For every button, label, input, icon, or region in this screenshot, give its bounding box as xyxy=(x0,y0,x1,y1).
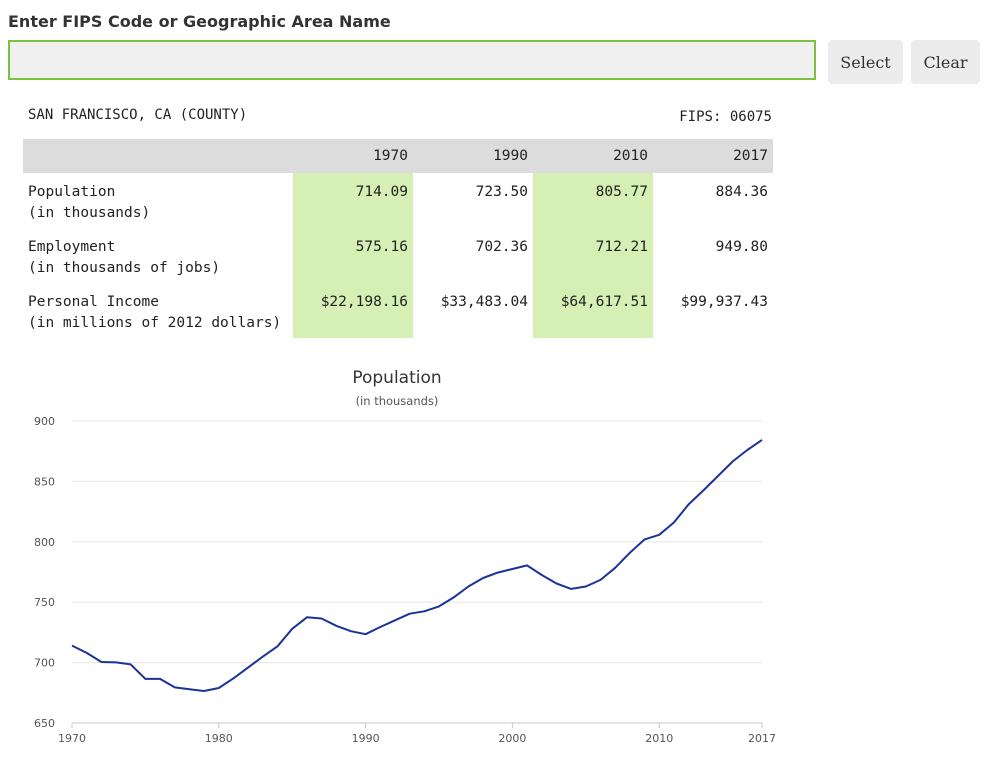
row-label: Population (in thousands) xyxy=(23,173,293,228)
table-row-employment: Employment (in thousands of jobs) 575.16… xyxy=(23,228,773,283)
table-cell: 702.36 xyxy=(475,239,528,255)
x-tick-label: 2017 xyxy=(748,732,776,745)
row-label: Personal Income (in millions of 2012 dol… xyxy=(23,283,293,338)
data-table: 1970 1990 2010 2017 Population (in thous… xyxy=(23,139,773,338)
table-row-income: Personal Income (in millions of 2012 dol… xyxy=(23,283,773,338)
x-tick-label: 2010 xyxy=(645,732,673,745)
y-tick-label: 800 xyxy=(34,536,55,549)
fips-code: 06075 xyxy=(729,109,772,125)
chart-subtitle: (in thousands) xyxy=(356,394,439,408)
y-tick-label: 900 xyxy=(34,415,55,428)
area-name: SAN FRANCISCO, CA (COUNTY) xyxy=(28,107,248,123)
table-cell: 712.21 xyxy=(533,228,653,283)
select-button[interactable]: Select xyxy=(828,40,903,84)
table-cell: $33,483.04 xyxy=(440,294,528,310)
table-cell: 949.80 xyxy=(715,239,768,255)
search-input[interactable] xyxy=(8,40,816,80)
table-cell: $99,937.43 xyxy=(680,294,768,310)
y-tick-label: 750 xyxy=(34,596,55,609)
table-cell: 884.36 xyxy=(715,184,768,200)
row-label-main: Personal Income xyxy=(28,294,159,310)
header-year: 1970 xyxy=(373,148,408,164)
x-tick-label: 1970 xyxy=(58,732,86,745)
y-tick-label: 700 xyxy=(34,657,55,670)
header-year: 1990 xyxy=(493,148,528,164)
search-label: Enter FIPS Code or Geographic Area Name xyxy=(8,12,391,31)
header-year: 2017 xyxy=(733,148,768,164)
x-tick-label: 1980 xyxy=(205,732,233,745)
clear-button[interactable]: Clear xyxy=(911,40,980,84)
x-tick-label: 2000 xyxy=(498,732,526,745)
fips-prefix: FIPS: xyxy=(679,109,722,125)
row-label-main: Population xyxy=(28,184,116,200)
table-cell: $64,617.51 xyxy=(533,283,653,338)
table-cell: 805.77 xyxy=(533,173,653,228)
population-series-line xyxy=(71,439,763,692)
row-label-main: Employment xyxy=(28,239,116,255)
table-header: 1970 1990 2010 2017 xyxy=(23,139,773,173)
y-tick-label: 850 xyxy=(34,475,55,488)
chart-title: Population xyxy=(352,368,441,388)
row-label-sub: (in millions of 2012 dollars) xyxy=(28,315,282,331)
row-label: Employment (in thousands of jobs) xyxy=(23,228,293,283)
x-tick-label: 1990 xyxy=(352,732,380,745)
table-row-population: Population (in thousands) 714.09 723.50 … xyxy=(23,173,773,228)
table-cell: $22,198.16 xyxy=(293,283,413,338)
table-cell: 575.16 xyxy=(293,228,413,283)
header-year: 2010 xyxy=(613,148,648,164)
table-cell: 723.50 xyxy=(475,184,528,200)
row-label-sub: (in thousands) xyxy=(28,205,151,221)
row-label-sub: (in thousands of jobs) xyxy=(28,260,221,276)
fips-label: FIPS: 06075 xyxy=(679,109,772,125)
y-tick-label: 650 xyxy=(34,717,55,730)
table-cell: 714.09 xyxy=(293,173,413,228)
population-chart: Population (in thousands) 650 700 750 800 85… xyxy=(34,368,776,745)
